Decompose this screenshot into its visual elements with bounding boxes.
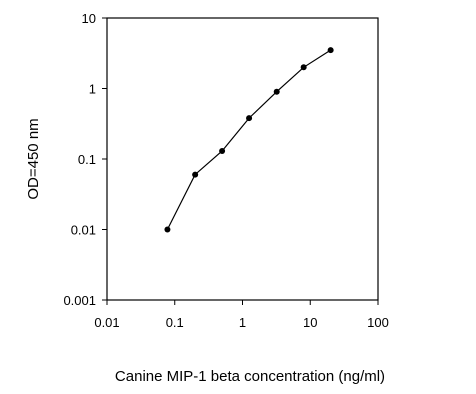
y-tick-label: 0.001 [63,293,96,308]
plot-frame [106,17,379,301]
x-axis: 0.01 0.1 1 10 100 [94,300,389,330]
x-tick-label: 0.01 [94,315,119,330]
plot-border [106,17,379,301]
data-point [273,88,280,95]
y-axis-title: OD=450 nm [25,118,42,199]
y-tick-label: 0.01 [71,223,96,238]
x-tick-label: 0.1 [166,315,184,330]
data-point [327,47,334,54]
data-point [300,64,307,71]
data-point [192,171,199,178]
y-axis: 10 1 0.1 0.01 0.001 [63,11,107,308]
series-line [166,49,331,230]
x-tick-label: 100 [367,315,389,330]
x-axis-title: Canine MIP-1 beta concentration (ng/ml) [115,368,385,385]
data-point [164,226,171,233]
y-tick-label: 0.1 [78,152,96,167]
y-tick-label: 1 [89,82,96,97]
data-point [246,115,253,122]
data-point [219,147,226,154]
series-layer [164,47,334,233]
x-tick-label: 1 [239,315,246,330]
x-tick-label: 10 [303,315,317,330]
y-tick-label: 10 [82,11,96,26]
